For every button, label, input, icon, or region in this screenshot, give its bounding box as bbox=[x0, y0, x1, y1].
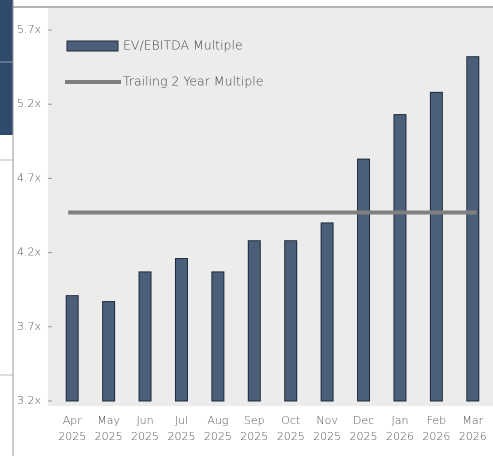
x-tick-label: Mar 2026 bbox=[459, 414, 487, 443]
y-tick-label: 4.2x bbox=[17, 246, 41, 259]
x-tick-label: Jun 2025 bbox=[131, 414, 159, 443]
y-tick-label: 5.2x bbox=[17, 97, 41, 110]
bar bbox=[357, 158, 371, 402]
bar bbox=[174, 258, 188, 402]
bar bbox=[284, 240, 298, 402]
legend-swatch bbox=[66, 40, 119, 52]
bar bbox=[138, 271, 152, 402]
legend-label: EV/EBITDA Multiple bbox=[123, 38, 243, 53]
y-tick-label: 3.2x bbox=[17, 394, 41, 407]
x-tick-label: Dec 2025 bbox=[350, 414, 378, 443]
y-tick-label: 3.7x bbox=[17, 320, 41, 333]
bar bbox=[247, 240, 261, 402]
bar bbox=[102, 301, 116, 402]
bar bbox=[320, 222, 334, 402]
bar bbox=[211, 271, 225, 402]
x-tick-label: Nov 2025 bbox=[313, 414, 341, 443]
x-tick-label: Feb 2026 bbox=[422, 414, 450, 443]
x-tick-label: Apr 2025 bbox=[58, 414, 86, 443]
x-tick-label: Jul 2025 bbox=[167, 414, 195, 443]
bar bbox=[429, 91, 443, 402]
legend: EV/EBITDA Multiple Trailing 2 Year Multip… bbox=[65, 38, 263, 89]
x-tick-label: Jan 2026 bbox=[386, 414, 414, 443]
y-tick-label: 4.7x bbox=[17, 171, 41, 184]
plot-area bbox=[48, 8, 493, 406]
side-panel bbox=[0, 0, 13, 135]
x-tick-label: Aug 2025 bbox=[204, 414, 232, 443]
x-tick-label: May 2025 bbox=[95, 414, 123, 443]
y-tick-label: 5.7x bbox=[17, 23, 41, 36]
x-tick-label: Sep 2025 bbox=[240, 414, 268, 443]
bar bbox=[466, 56, 480, 402]
legend-label: Trailing 2 Year Multiple bbox=[123, 74, 263, 89]
x-tick-label: Oct 2025 bbox=[277, 414, 305, 443]
bar bbox=[65, 295, 79, 402]
bar bbox=[393, 114, 407, 402]
